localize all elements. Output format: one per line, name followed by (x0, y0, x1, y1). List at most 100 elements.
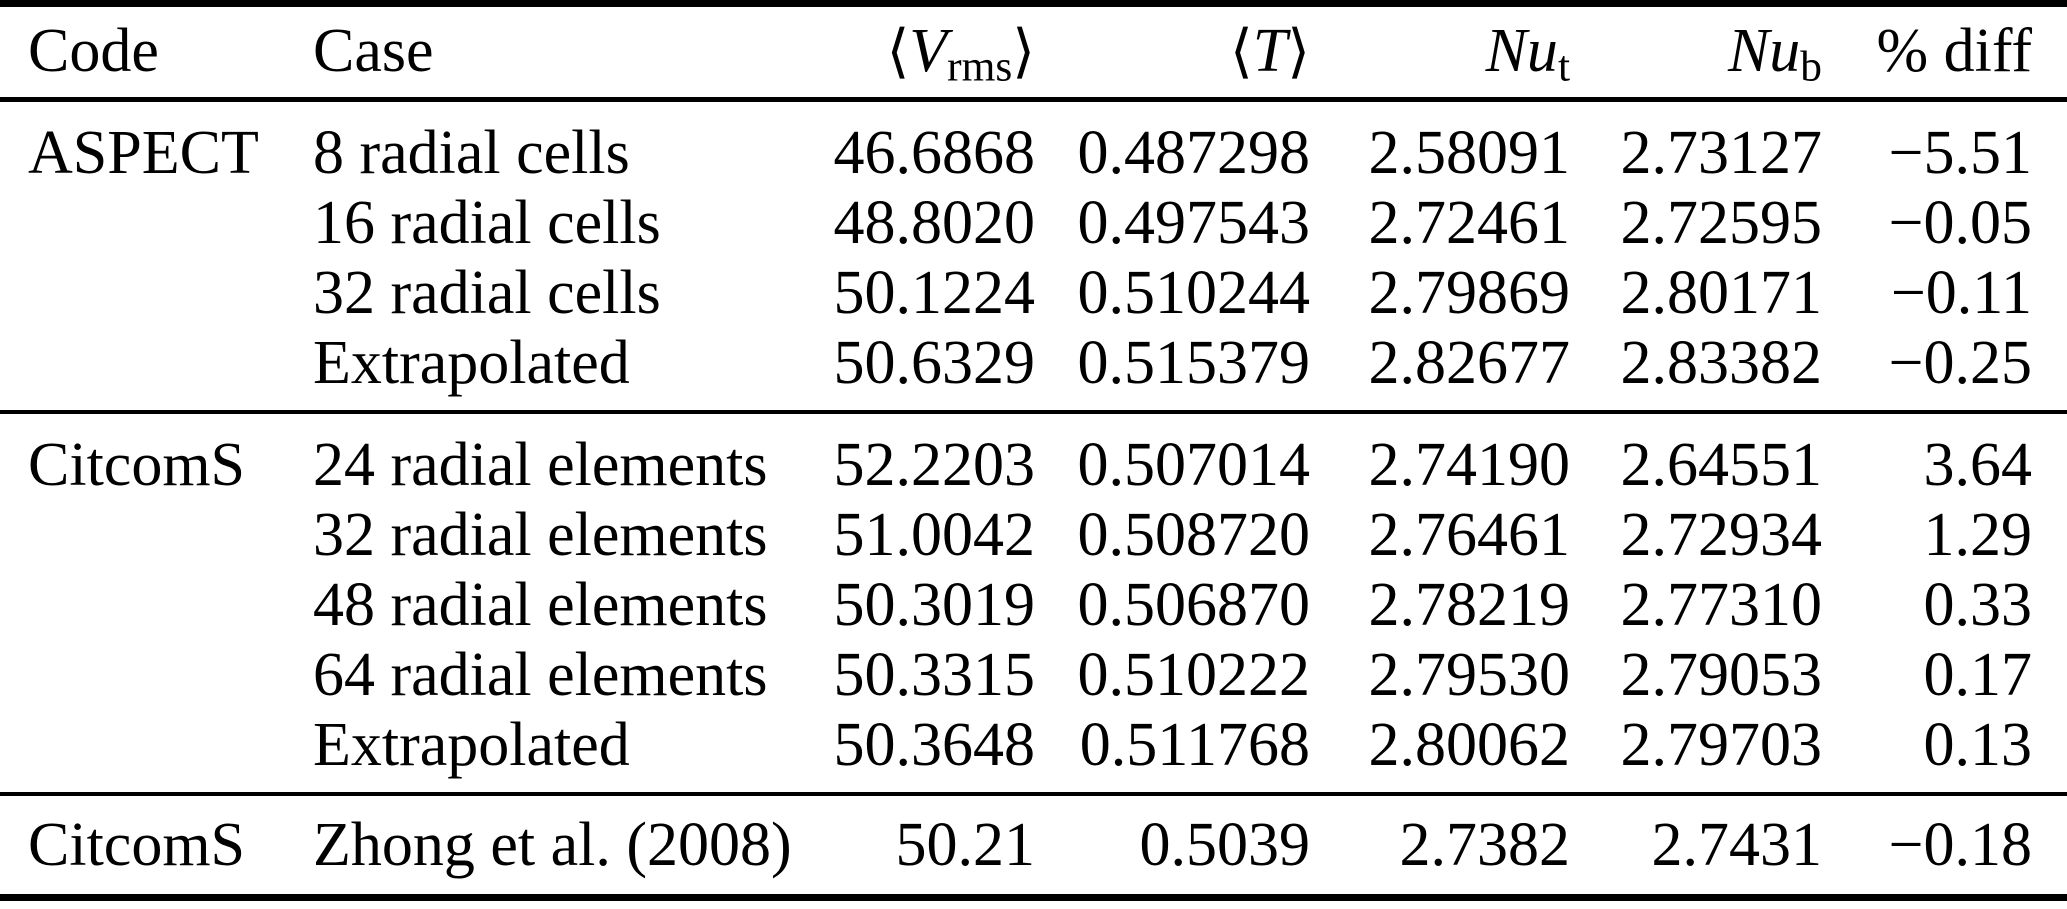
cell-t: 0.507014 (1077, 431, 1311, 499)
angle-close-icon: ⟩ (1287, 17, 1310, 85)
table-row: 64 radial elements 50.3315 0.510222 2.79… (0, 640, 2067, 710)
cell-case: Zhong et al. (2008) (313, 811, 792, 879)
cell-t: 0.510244 (1077, 259, 1311, 327)
cell-nu-bottom: 2.79053 (1620, 641, 1823, 709)
cell-case: 64 radial elements (313, 641, 768, 709)
angle-close-icon: ⟩ (1012, 17, 1035, 85)
angle-open-icon: ⟨ (1230, 17, 1253, 85)
cell-nu-bottom: 2.83382 (1620, 329, 1823, 397)
cell-percent-diff: 3.64 (1923, 431, 2033, 499)
angle-open-icon: ⟨ (886, 17, 910, 85)
table-row: Extrapolated 50.6329 0.515379 2.82677 2.… (0, 328, 2067, 412)
section-aspect: ASPECT 8 radial cells 46.6868 0.487298 2… (0, 100, 2067, 412)
section-citcoms: CitcomS 24 radial elements 52.2203 0.507… (0, 412, 2067, 794)
cell-t: 0.497543 (1077, 189, 1311, 257)
cell-code (0, 710, 313, 794)
cell-nu-top: 2.78219 (1368, 571, 1571, 639)
cell-nu-top: 2.72461 (1368, 189, 1571, 257)
table-row: CitcomS Zhong et al. (2008) 50.21 0.5039… (0, 794, 2067, 898)
cell-vrms: 46.6868 (833, 119, 1036, 187)
cell-code (0, 258, 313, 328)
cell-nu-bottom: 2.7431 (1651, 811, 1823, 879)
cell-case: Extrapolated (313, 711, 630, 779)
cell-percent-diff: 1.29 (1923, 501, 2033, 569)
cell-code: ASPECT (28, 119, 259, 187)
table-row: 48 radial elements 50.3019 0.506870 2.78… (0, 570, 2067, 640)
cell-vrms: 50.21 (895, 811, 1036, 879)
cell-vrms: 50.6329 (833, 329, 1036, 397)
cell-t: 0.508720 (1077, 501, 1311, 569)
vrms-symbol: V (909, 17, 948, 85)
cell-vrms: 50.3648 (833, 711, 1036, 779)
vrms-subscript: rms (947, 42, 1013, 91)
cell-case: 16 radial cells (313, 189, 661, 257)
cell-vrms: 50.1224 (833, 259, 1036, 327)
cell-nu-bottom: 2.73127 (1620, 119, 1823, 187)
table-row: Extrapolated 50.3648 0.511768 2.80062 2.… (0, 710, 2067, 794)
cell-vrms: 48.8020 (833, 189, 1036, 257)
nu-symbol: Nu (1485, 17, 1558, 85)
header-row: Code Case ⟨Vrms⟩ ⟨T⟩ Nut Nub % diff (0, 4, 2067, 100)
cell-t: 0.506870 (1077, 571, 1311, 639)
cell-code (0, 328, 313, 412)
col-header-vrms: ⟨Vrms⟩ (753, 4, 1035, 100)
cell-nu-bottom: 2.79703 (1620, 711, 1823, 779)
cell-percent-diff: −0.11 (1890, 259, 2032, 327)
cell-nu-top: 2.7382 (1399, 811, 1571, 879)
cell-case: 8 radial cells (313, 119, 630, 187)
cell-percent-diff: −0.25 (1888, 329, 2032, 397)
cell-code (0, 570, 313, 640)
cell-nu-bottom: 2.64551 (1620, 431, 1823, 499)
cell-case: 32 radial elements (313, 501, 768, 569)
cell-percent-diff: 0.17 (1923, 641, 2033, 709)
cell-vrms: 51.0042 (833, 501, 1036, 569)
cell-code: CitcomS (28, 431, 246, 499)
cell-case: 48 radial elements (313, 571, 768, 639)
table-row: ASPECT 8 radial cells 46.6868 0.487298 2… (0, 100, 2067, 189)
cell-nu-top: 2.82677 (1368, 329, 1571, 397)
cell-code (0, 640, 313, 710)
col-header-case: Case (313, 17, 434, 85)
cell-code (0, 188, 313, 258)
cell-vrms: 52.2203 (833, 431, 1036, 499)
col-header-t: ⟨T⟩ (1035, 4, 1310, 100)
table-row: 32 radial cells 50.1224 0.510244 2.79869… (0, 258, 2067, 328)
cell-percent-diff: −0.05 (1888, 189, 2032, 257)
cell-percent-diff: −5.51 (1888, 119, 2032, 187)
nu-symbol: Nu (1727, 17, 1801, 85)
cell-t: 0.511768 (1079, 711, 1310, 779)
cell-case: 32 radial cells (313, 259, 661, 327)
cell-code (0, 500, 313, 570)
col-header-nu-top: Nut (1310, 4, 1570, 100)
cell-nu-bottom: 2.77310 (1620, 571, 1823, 639)
cell-nu-top: 2.80062 (1368, 711, 1571, 779)
cell-t: 0.515379 (1077, 329, 1311, 397)
cell-nu-bottom: 2.72934 (1620, 501, 1823, 569)
table-row: 16 radial cells 48.8020 0.497543 2.72461… (0, 188, 2067, 258)
nu-top-subscript: t (1557, 42, 1570, 91)
cell-t: 0.510222 (1077, 641, 1311, 709)
cell-nu-bottom: 2.80171 (1620, 259, 1823, 327)
cell-vrms: 50.3315 (833, 641, 1036, 709)
cell-percent-diff: −0.18 (1888, 811, 2032, 879)
cell-percent-diff: 0.13 (1923, 711, 2033, 779)
cell-t: 0.487298 (1077, 119, 1311, 187)
table-header: Code Case ⟨Vrms⟩ ⟨T⟩ Nut Nub % diff (0, 4, 2067, 100)
cell-percent-diff: 0.33 (1923, 571, 2033, 639)
t-symbol: T (1252, 17, 1288, 85)
cell-nu-bottom: 2.72595 (1620, 189, 1823, 257)
cell-code: CitcomS (28, 811, 246, 879)
col-header-nu-bottom: Nub (1570, 4, 1822, 100)
table-row: CitcomS 24 radial elements 52.2203 0.507… (0, 412, 2067, 500)
cell-case: Extrapolated (313, 329, 630, 397)
cell-case: 24 radial elements (313, 431, 768, 499)
col-header-percent-diff: % diff (1876, 17, 2032, 85)
section-citcoms-reference: CitcomS Zhong et al. (2008) 50.21 0.5039… (0, 794, 2067, 898)
cell-nu-top: 2.79530 (1368, 641, 1571, 709)
cell-nu-top: 2.58091 (1368, 119, 1571, 187)
cell-nu-top: 2.74190 (1368, 431, 1571, 499)
col-header-code: Code (28, 17, 159, 85)
cell-nu-top: 2.79869 (1368, 259, 1571, 327)
